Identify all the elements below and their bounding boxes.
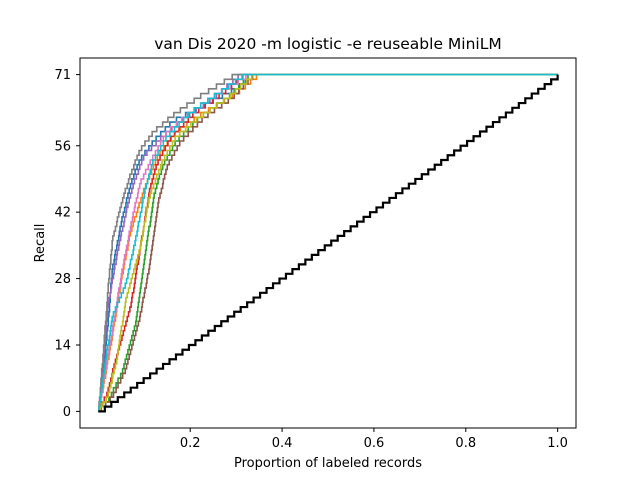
x-tick-label: 1.0 (547, 436, 568, 451)
random-baseline-curve (98, 74, 559, 413)
y-tick-label: 28 (54, 272, 71, 287)
y-axis-label: Recall (33, 224, 48, 263)
y-tick-label: 56 (54, 139, 71, 154)
y-tick-label: 0 (63, 405, 71, 420)
y-tick-label: 71 (54, 68, 71, 83)
x-axis-label: Proportion of labeled records (234, 456, 422, 471)
y-tick-label: 42 (54, 206, 71, 221)
chart-title: van Dis 2020 -m logistic -e reuseable Mi… (154, 35, 502, 53)
x-tick-label: 0.2 (180, 436, 201, 451)
y-tick-label: 14 (54, 338, 71, 353)
plot-area (80, 58, 576, 428)
series-layer (98, 73, 558, 413)
x-tick-label: 0.4 (272, 436, 293, 451)
recall-curve-10 (98, 73, 558, 413)
x-tick-label: 0.6 (364, 436, 385, 451)
x-axis-ticks: 0.2 0.4 0.6 0.8 1.0 (180, 428, 568, 451)
recall-curve-6 (98, 73, 558, 413)
plot-frame (79, 57, 577, 429)
baseline-layer (98, 74, 559, 413)
recall-curve-9 (98, 73, 558, 413)
x-tick-label: 0.8 (455, 436, 476, 451)
recall-curve-8 (98, 73, 558, 413)
y-axis-ticks: 0 14 28 42 56 71 (54, 68, 80, 420)
